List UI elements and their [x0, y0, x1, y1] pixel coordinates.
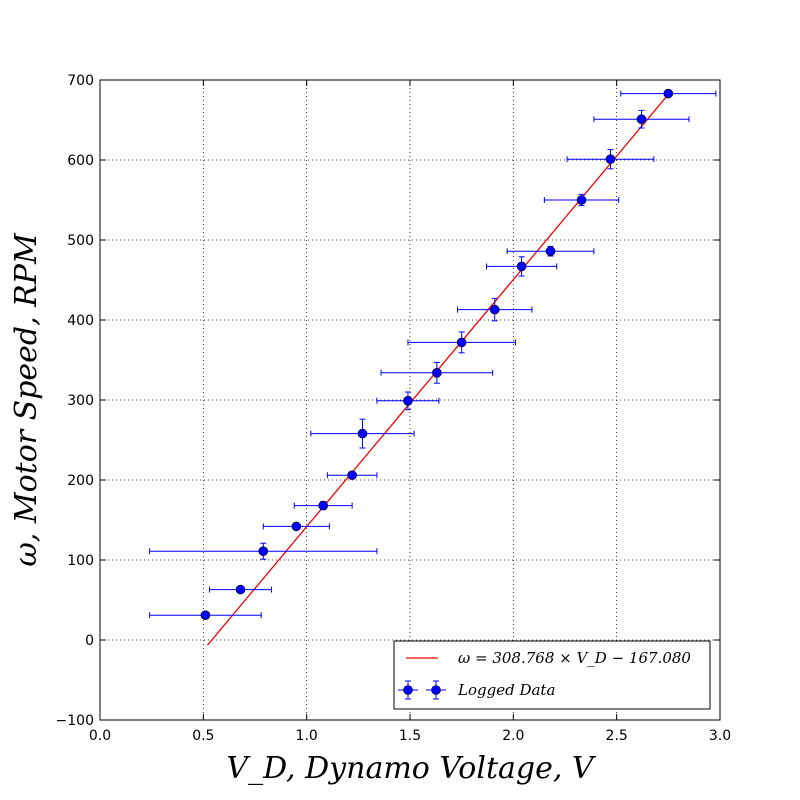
legend: ω = 308.768 × V_D − 167.080 Logged Data: [393, 640, 711, 710]
y-tick-label: 300: [67, 393, 94, 409]
point-marker: [291, 521, 302, 532]
point-marker: [545, 246, 556, 256]
x-tick-label: 3.0: [709, 728, 731, 744]
legend-label: ω = 308.768 × V_D − 167.080: [458, 649, 691, 667]
data-point: [149, 610, 262, 621]
point-marker: [347, 470, 357, 481]
point-marker: [200, 610, 211, 621]
data-point: [543, 193, 620, 207]
point-marker: [403, 395, 413, 406]
x-tick-label: 0.5: [192, 728, 214, 744]
y-axis-label: ω, Motor Speed, RPM: [9, 232, 44, 567]
data-point: [485, 256, 558, 277]
legend-marker: [431, 685, 441, 695]
point-marker: [636, 114, 647, 124]
y-tick-label: 400: [67, 313, 94, 329]
data-point: [262, 521, 330, 532]
data-point: [149, 542, 378, 560]
point-marker: [258, 546, 269, 557]
x-tick-label: 2.5: [606, 728, 628, 744]
y-tick-label: 700: [67, 73, 94, 89]
data-point: [407, 331, 516, 354]
axis-ticks: 0.0 0.5 1.0 1.5 2.0 2.5 3.0 −100 0 100 200 300 400 50…: [56, 73, 732, 744]
point-marker: [318, 500, 329, 511]
data-point: [310, 418, 415, 449]
y-tick-label: 500: [67, 233, 94, 249]
x-tick-label: 1.5: [399, 728, 421, 744]
y-tick-label: 200: [67, 473, 94, 489]
data-point: [326, 470, 378, 481]
point-marker: [576, 195, 587, 205]
data-point: [209, 584, 273, 595]
data-point: [593, 109, 690, 129]
legend-box: [393, 640, 711, 710]
legend-marker: [403, 685, 413, 695]
data-point: [566, 149, 655, 170]
x-tick-label: 1.0: [296, 728, 318, 744]
point-marker: [516, 261, 527, 272]
axis-labels: V_D, Dynamo Voltage, V ω, Motor Speed, RP…: [9, 232, 597, 786]
data-point: [620, 88, 717, 99]
y-tick-label: 0: [85, 633, 94, 649]
y-tick-label: 600: [67, 153, 94, 169]
point-marker: [663, 88, 674, 99]
data-point: [293, 500, 353, 511]
point-marker: [235, 584, 246, 595]
point-marker: [432, 367, 442, 378]
x-axis-label: V_D, Dynamo Voltage, V: [226, 751, 597, 786]
point-marker: [605, 154, 616, 164]
data-point: [457, 297, 533, 322]
data-point: [376, 391, 440, 411]
y-tick-label: 100: [67, 553, 94, 569]
point-marker: [357, 428, 368, 439]
x-tick-label: 0.0: [89, 728, 111, 744]
data-point: [380, 361, 494, 384]
x-tick-label: 2.0: [502, 728, 524, 744]
point-marker: [456, 337, 467, 348]
point-marker: [489, 304, 500, 315]
data-point: [506, 245, 595, 257]
y-tick-label: −100: [56, 713, 94, 729]
legend-label: Logged Data: [457, 681, 555, 699]
data-points-layer: [149, 88, 717, 621]
